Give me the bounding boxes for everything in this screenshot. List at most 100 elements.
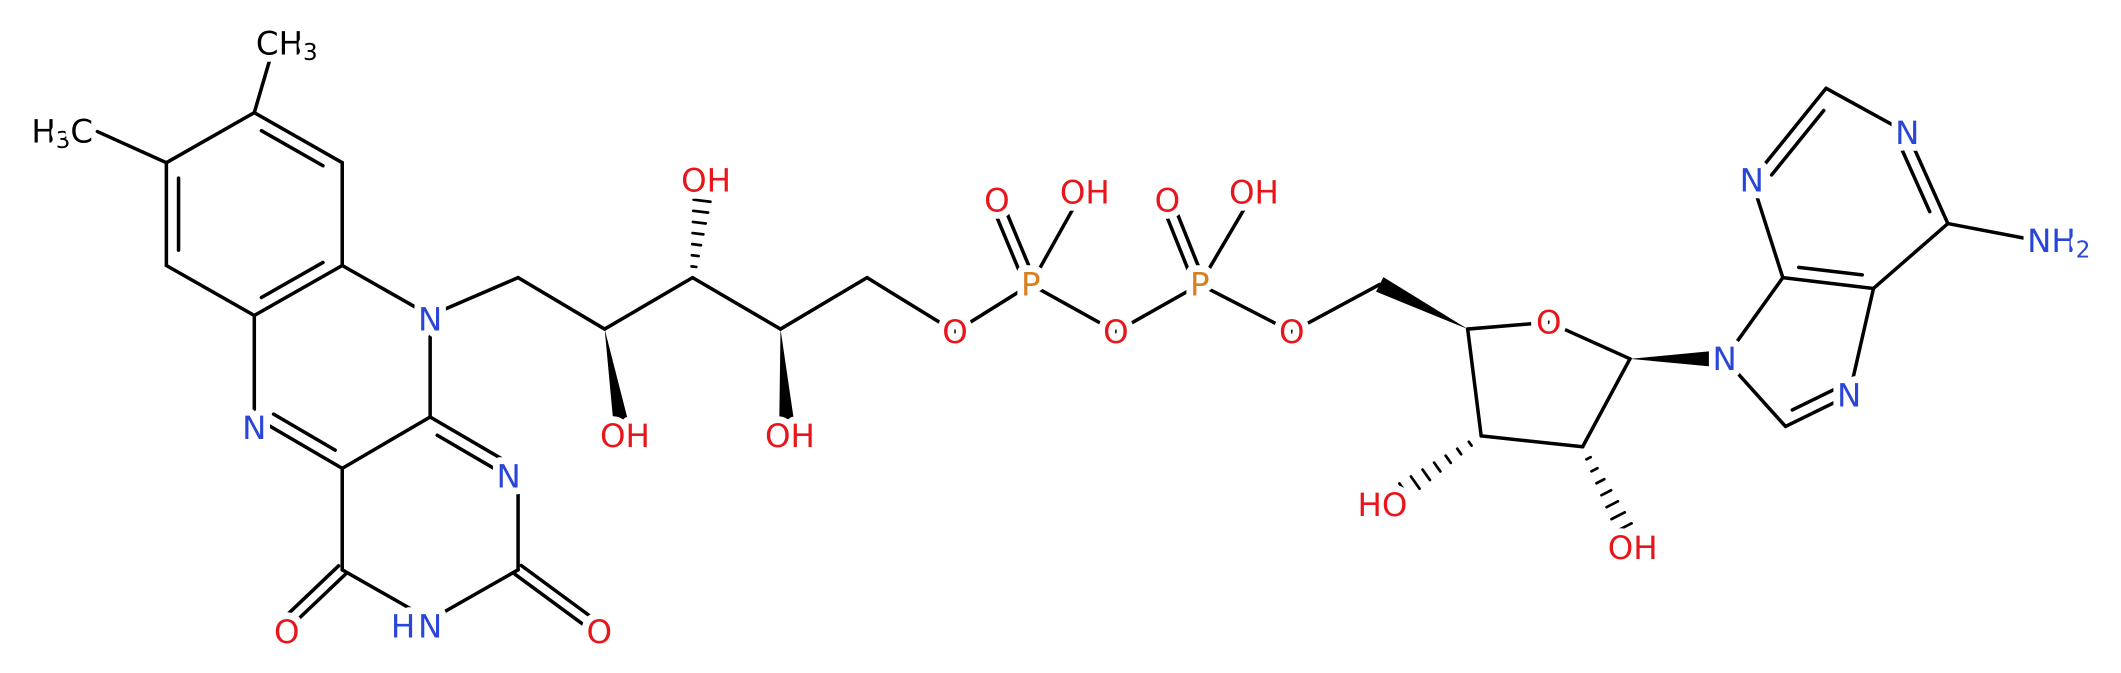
bond [1409, 475, 1421, 491]
bond [1198, 282, 1294, 334]
bond [1290, 282, 1382, 334]
atom-label: N [1740, 161, 1764, 199]
bond [252, 263, 344, 318]
label-sub: 3 [56, 128, 71, 154]
bond [340, 263, 432, 318]
bond [1000, 199, 1038, 285]
bond [690, 275, 783, 331]
bond [865, 275, 957, 334]
bond [1722, 275, 1785, 361]
atom-label: HO [1357, 486, 1407, 524]
bond [1421, 468, 1432, 482]
atom-label: O [1279, 313, 1305, 351]
atom-label: OH [1060, 173, 1110, 211]
bond [1444, 454, 1453, 465]
bond [1376, 277, 1468, 330]
bond [340, 568, 432, 622]
methyl-label: CH3 [256, 25, 318, 66]
bond [428, 275, 520, 318]
atom-label: N [1837, 376, 1861, 414]
bond [691, 231, 705, 236]
bond [1398, 482, 1411, 499]
bond [164, 110, 257, 165]
bond [1465, 320, 1551, 331]
bond [428, 415, 520, 471]
bond [1824, 86, 1910, 135]
bond [252, 110, 344, 165]
bond [1615, 522, 1633, 533]
atom-label: H [391, 608, 415, 646]
bond [519, 563, 595, 620]
methyl-label: H3C [31, 113, 93, 154]
bond [690, 253, 700, 258]
bond [1610, 510, 1627, 521]
bond [259, 260, 325, 300]
bond [516, 275, 607, 331]
atom-label: OH [765, 417, 815, 455]
bond [1467, 440, 1473, 447]
bond [1585, 455, 1593, 461]
atom-label: N [418, 301, 442, 339]
atom-label: OH [681, 161, 731, 199]
bond [95, 129, 169, 165]
bond [1790, 386, 1839, 412]
atom-label: O [1536, 303, 1562, 341]
bond [252, 55, 273, 115]
bond [990, 203, 1028, 289]
label-part: NH [2027, 222, 2076, 260]
bond [691, 220, 708, 225]
bond [1905, 131, 1950, 226]
atom-label: O [1155, 182, 1181, 220]
bond [259, 128, 325, 168]
bond [1605, 499, 1620, 509]
bond [1871, 221, 1950, 291]
bond [1580, 357, 1632, 449]
bond [271, 412, 337, 452]
bond [692, 198, 712, 204]
bond [779, 329, 796, 432]
bond [1028, 190, 1084, 287]
bond [1946, 221, 2042, 243]
label-part: CH [256, 25, 303, 63]
atom-label: N [242, 409, 266, 447]
bond [1479, 434, 1585, 449]
bond [1028, 282, 1118, 334]
bond [252, 415, 344, 471]
bond [1590, 466, 1599, 473]
atom-label: O [942, 313, 968, 351]
bond [1547, 320, 1632, 361]
bond [1797, 265, 1864, 277]
bond [1160, 203, 1197, 289]
atom-label: P [1190, 265, 1210, 303]
bond [1455, 447, 1463, 456]
bond [1749, 86, 1828, 183]
atom-label: O [274, 613, 300, 651]
bond [428, 568, 520, 622]
atom-label: P [1021, 265, 1041, 303]
bond [778, 275, 869, 331]
bond [1114, 282, 1202, 334]
bond [690, 265, 698, 269]
label-part: H [31, 113, 55, 151]
bond [602, 275, 695, 331]
bond [288, 571, 348, 629]
atom-label: N [496, 458, 520, 496]
bond [1600, 488, 1613, 497]
atom-label: N [418, 608, 442, 646]
atom-label: OH [600, 417, 650, 455]
atom-label: OH [1229, 173, 1279, 211]
atom-label: N [1713, 340, 1737, 378]
bond [1432, 461, 1442, 473]
atom-label: O [1103, 313, 1129, 351]
bond [1769, 108, 1826, 177]
bond [281, 564, 341, 621]
atom-label: OH [1608, 529, 1658, 567]
bond [1781, 275, 1876, 291]
bond [1847, 286, 1876, 398]
bond [1465, 327, 1483, 438]
bonds [95, 55, 2042, 629]
bond [1783, 393, 1851, 429]
bond [1198, 190, 1256, 287]
bond [604, 329, 631, 432]
